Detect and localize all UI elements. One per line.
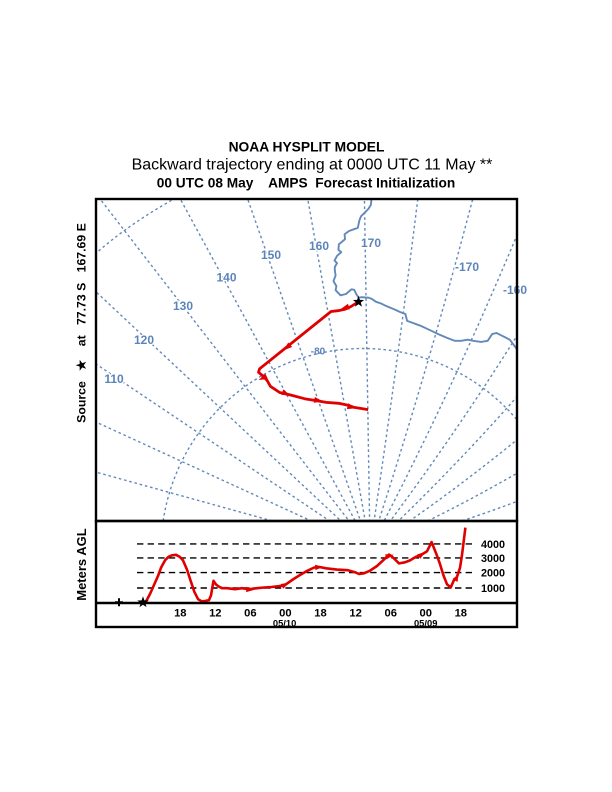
svg-text:05/10: 05/10 [273,618,296,629]
svg-text:12: 12 [349,608,361,620]
svg-text:120: 120 [134,333,154,347]
svg-text:-160: -160 [503,283,527,297]
svg-text:3000: 3000 [481,553,505,565]
svg-text:-80: -80 [311,347,326,358]
svg-text:110: 110 [104,372,124,386]
svg-text:130: 130 [173,299,193,313]
svg-text:18: 18 [314,608,326,620]
svg-text:18: 18 [455,608,467,620]
svg-text:05/09: 05/09 [414,618,437,629]
svg-text:150: 150 [261,248,281,262]
svg-text:150: 150 [261,248,281,262]
svg-text:-170: -170 [455,260,479,274]
svg-text:160: 160 [309,239,329,253]
svg-text:130: 130 [173,299,193,313]
svg-text:120: 120 [134,333,154,347]
svg-text:2000: 2000 [481,568,505,580]
svg-text:-170: -170 [455,260,479,274]
svg-text:00: 00 [419,608,431,620]
svg-text:140: 140 [216,271,236,285]
svg-text:00: 00 [279,608,291,620]
svg-text:Source ★ at 77.73 S 1: Source ★ at 77.73 S 167.69 E [75,223,89,423]
svg-text:Meters AGL: Meters AGL [74,528,89,601]
svg-text:1000: 1000 [481,583,505,595]
svg-text:4000: 4000 [481,539,505,551]
svg-text:18: 18 [174,608,186,620]
svg-text:140: 140 [216,271,236,285]
svg-text:12: 12 [209,608,221,620]
svg-text:00 UTC 08 May AMPS Forecas: 00 UTC 08 May AMPS Forecast Initializati… [157,176,455,191]
svg-text:170: 170 [361,236,381,250]
svg-text:170: 170 [361,236,381,250]
svg-text:Backward trajectory ending at: Backward trajectory ending at 0000 UTC 1… [132,157,493,174]
svg-text:06: 06 [244,608,256,620]
svg-text:06: 06 [384,608,396,620]
svg-text:NOAA HYSPLIT MODEL: NOAA HYSPLIT MODEL [229,140,385,155]
svg-text:-160: -160 [503,283,527,297]
svg-text:110: 110 [104,372,124,386]
svg-text:160: 160 [309,239,329,253]
